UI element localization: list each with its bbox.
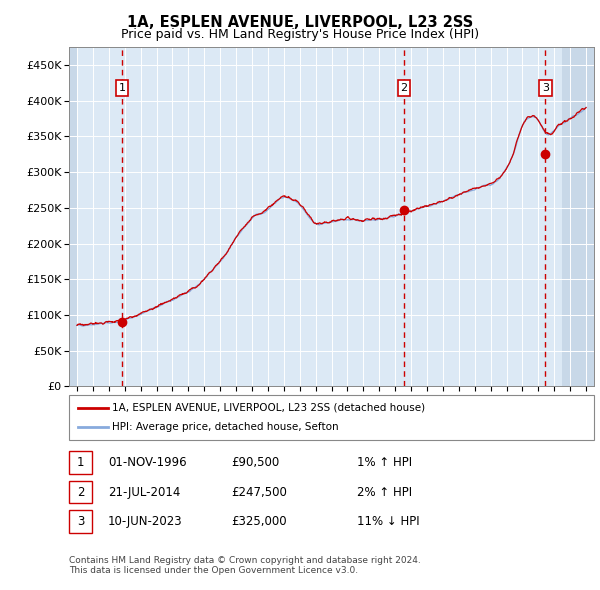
Text: 3: 3 <box>542 83 549 93</box>
Text: HPI: Average price, detached house, Sefton: HPI: Average price, detached house, Seft… <box>112 422 339 432</box>
Text: 1A, ESPLEN AVENUE, LIVERPOOL, L23 2SS: 1A, ESPLEN AVENUE, LIVERPOOL, L23 2SS <box>127 15 473 30</box>
Text: £247,500: £247,500 <box>231 486 287 499</box>
Text: Contains HM Land Registry data © Crown copyright and database right 2024.
This d: Contains HM Land Registry data © Crown c… <box>69 556 421 575</box>
Text: 11% ↓ HPI: 11% ↓ HPI <box>357 515 419 528</box>
Bar <box>562 47 594 386</box>
Text: 2: 2 <box>77 486 84 499</box>
Text: 2% ↑ HPI: 2% ↑ HPI <box>357 486 412 499</box>
Bar <box>69 47 77 386</box>
Text: 1: 1 <box>77 456 84 469</box>
Text: 21-JUL-2014: 21-JUL-2014 <box>108 486 181 499</box>
Bar <box>69 47 77 386</box>
Text: £90,500: £90,500 <box>231 456 279 469</box>
Text: 10-JUN-2023: 10-JUN-2023 <box>108 515 182 528</box>
Text: 1: 1 <box>118 83 125 93</box>
Text: 1A, ESPLEN AVENUE, LIVERPOOL, L23 2SS (detached house): 1A, ESPLEN AVENUE, LIVERPOOL, L23 2SS (d… <box>112 403 425 412</box>
Text: 1% ↑ HPI: 1% ↑ HPI <box>357 456 412 469</box>
Text: 2: 2 <box>400 83 407 93</box>
Text: Price paid vs. HM Land Registry's House Price Index (HPI): Price paid vs. HM Land Registry's House … <box>121 28 479 41</box>
Text: £325,000: £325,000 <box>231 515 287 528</box>
Text: 01-NOV-1996: 01-NOV-1996 <box>108 456 187 469</box>
Text: 3: 3 <box>77 515 84 528</box>
